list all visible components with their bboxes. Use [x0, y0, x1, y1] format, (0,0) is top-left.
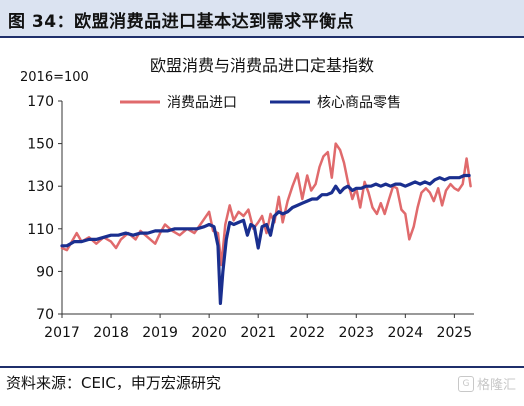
series-line-retail [60, 173, 471, 305]
y-tick-label: 70 [36, 307, 54, 323]
x-axis-ticks: 2017 2018 2019 2020 2021 2022 2023 2024 2025 [44, 314, 472, 341]
figure-title: 图 34：欧盟消费品进口基本达到需求平衡点 [8, 12, 355, 32]
chart-area: 欧盟消费与消费品进口定基指数 2016=100 消费品进口 核心商品零售 70 9… [20, 56, 474, 341]
watermark-text: 格隆汇 [476, 378, 516, 393]
x-tick-label: 2021 [240, 325, 276, 341]
legend-label-retail: 核心商品零售 [317, 95, 401, 111]
legend: 消费品进口 核心商品零售 [120, 95, 401, 111]
chart-title: 欧盟消费与消费品进口定基指数 [150, 56, 374, 75]
x-tick-label: 2018 [93, 325, 129, 341]
logo-icon: G [457, 375, 474, 392]
y-tick-label: 150 [27, 137, 54, 153]
y-axis-unit-label: 2016=100 [20, 70, 89, 85]
x-tick-label: 2020 [191, 325, 227, 341]
header-rule [0, 36, 524, 38]
watermark: G 格隆汇 [457, 374, 516, 393]
y-tick-label: 130 [27, 179, 54, 195]
x-tick-label: 2024 [388, 325, 424, 341]
series-layer [60, 142, 472, 305]
x-tick-label: 2025 [437, 325, 473, 341]
y-tick-label: 90 [36, 264, 54, 280]
x-tick-label: 2023 [338, 325, 374, 341]
y-tick-label: 110 [27, 222, 54, 238]
figure-header: 图 34：欧盟消费品进口基本达到需求平衡点 [0, 0, 524, 36]
x-tick-label: 2022 [289, 325, 325, 341]
y-axis-ticks: 70 90 110 130 150 170 [27, 94, 62, 323]
series-line-import [60, 142, 472, 267]
source-note: 资料来源：CEIC，申万宏源研究 [6, 374, 221, 392]
y-tick-label: 170 [27, 94, 54, 110]
footer-rule [0, 366, 524, 368]
legend-label-import: 消费品进口 [167, 95, 237, 111]
x-tick-label: 2017 [44, 325, 80, 341]
x-tick-label: 2019 [142, 325, 178, 341]
